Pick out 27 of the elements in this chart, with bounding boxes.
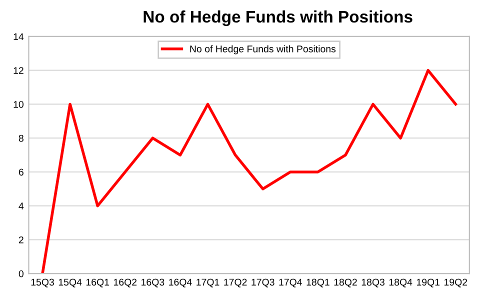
x-tick-label: 18Q1 [306, 278, 330, 288]
x-tick-label: 18Q3 [362, 278, 384, 288]
line-series [41, 68, 458, 274]
x-tick-label: 19Q1 [416, 278, 440, 288]
x-tick-label: 18Q4 [389, 278, 412, 288]
x-tick-label: 16Q2 [114, 278, 137, 288]
y-tick-label: 2 [18, 236, 24, 244]
y-tick-label: 6 [18, 168, 24, 176]
y-tick-label: 14 [14, 33, 24, 40]
x-tick-label: 19Q2 [444, 278, 468, 288]
x-tick-label: 17Q1 [196, 278, 220, 288]
y-tick-label: 10 [14, 100, 24, 108]
x-tick-label: 15Q4 [58, 278, 82, 288]
y-tick-label: 4 [18, 202, 24, 210]
x-tick-label: 16Q3 [142, 278, 164, 288]
x-tick-label: 18Q2 [334, 278, 357, 288]
x-tick-label: 16Q1 [86, 278, 110, 288]
x-tick-label: 15Q3 [31, 278, 54, 288]
x-tick-label: 17Q2 [224, 278, 247, 288]
y-tick-label: 12 [14, 67, 24, 74]
x-tick-label: 17Q4 [279, 278, 302, 288]
y-tick-label: 8 [18, 134, 24, 142]
legend-label: No of Hedge Funds with Positions [190, 45, 336, 54]
x-tick-label: 16Q4 [169, 278, 192, 288]
y-tick-label: 0 [18, 270, 24, 278]
x-tick-label: 17Q3 [252, 278, 274, 288]
chart-title: No of Hedge Funds with Positions [144, 10, 412, 26]
